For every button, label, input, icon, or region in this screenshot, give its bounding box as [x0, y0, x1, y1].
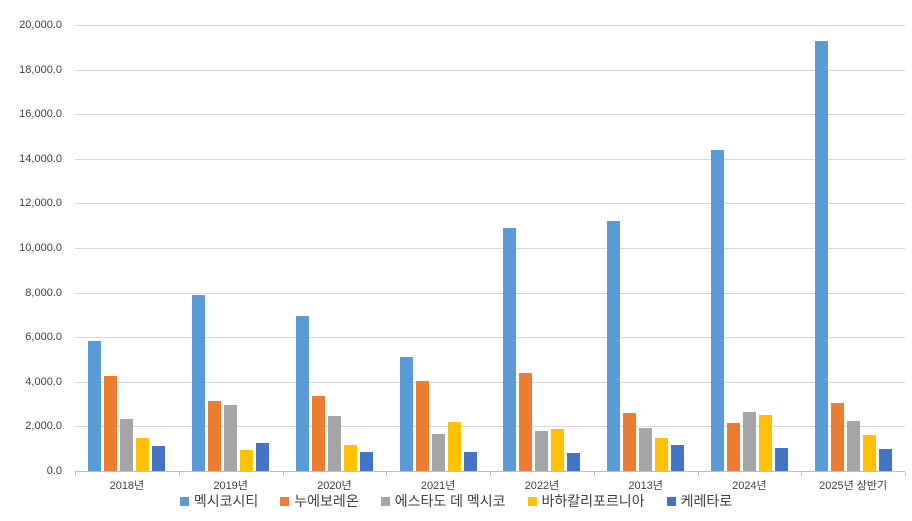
plot-area [75, 25, 906, 476]
legend-item-멕시코시티: 멕시코시티 [179, 491, 259, 511]
legend-label: 에스타도 데 멕시코 [394, 493, 506, 509]
bar-2020년-멕시코시티 [295, 316, 309, 471]
legend-item-바하칼리포르니아: 바하칼리포르니아 [527, 491, 645, 511]
y-axis-tick-label: 16,000.0 [19, 108, 62, 121]
gridline [75, 203, 905, 205]
bar-2019년-멕시코시티 [192, 294, 206, 471]
bar-2018년-에스타도 데 멕시코 [120, 418, 134, 471]
y-axis-tick-label: 6,000.0 [25, 331, 62, 344]
x-axis-category-label: 2021년 [420, 480, 456, 492]
bar-2021년-케레타로 [463, 452, 477, 471]
bar-2013년-바하칼리포르니아 [655, 437, 669, 471]
bar-2022년-누에보레온 [519, 372, 533, 471]
x-axis-category-label: 2013년 [628, 480, 663, 492]
y-axis-tick-label: 2,000.0 [25, 420, 62, 433]
x-axis-tick [75, 472, 76, 476]
bar-2020년-바하칼리포르니아 [343, 445, 357, 471]
bar-2025년 상반기-멕시코시티 [814, 40, 828, 471]
bar-2013년-케레타로 [671, 445, 685, 471]
x-axis-category-label: 2025년 상반기 [819, 480, 888, 492]
x-axis-category-label: 2019년 [213, 480, 248, 492]
bar-2024년-에스타도 데 멕시코 [742, 411, 756, 471]
x-axis-tick [178, 472, 180, 476]
bar-2021년-바하칼리포르니아 [447, 421, 461, 471]
gridline [75, 69, 905, 71]
y-axis-tick-label: 4,000.0 [25, 375, 62, 388]
x-axis-line [75, 471, 905, 472]
bar-2013년-누에보레온 [623, 413, 637, 471]
legend-item-에스타도 데 멕시코: 에스타도 데 멕시코 [380, 491, 506, 511]
gridline [75, 337, 905, 339]
bar-2022년-에스타도 데 멕시코 [535, 430, 549, 471]
bar-2018년-멕시코시티 [88, 340, 102, 471]
legend-swatch-icon [280, 496, 290, 506]
bar-2022년-멕시코시티 [503, 227, 517, 471]
bar-2013년-멕시코시티 [607, 221, 621, 471]
bar-2018년-케레타로 [152, 446, 166, 471]
legend-swatch-icon [179, 496, 189, 506]
y-axis-tick-label: 12,000.0 [19, 197, 62, 210]
bar-2021년-에스타도 데 멕시코 [431, 434, 445, 471]
y-axis-tick-label: 10,000.0 [19, 242, 62, 254]
bar-2018년-누에보레온 [104, 376, 118, 471]
x-axis-tick [905, 472, 906, 476]
bar-2013년-에스타도 데 멕시코 [639, 427, 653, 471]
legend-label: 누에보레온 [294, 493, 359, 509]
x-axis-category-label: 2018년 [109, 480, 145, 492]
bar-2024년-멕시코시티 [710, 149, 724, 471]
bar-2024년-누에보레온 [726, 423, 740, 471]
bar-2025년 상반기-에스타도 데 멕시코 [846, 420, 860, 471]
bar-2020년-케레타로 [359, 452, 373, 471]
gridline [75, 114, 905, 116]
x-axis-tick [282, 472, 284, 476]
gridline [75, 158, 905, 160]
y-axis-tick-label: 8,000.0 [25, 286, 62, 299]
legend: 멕시코시티 누에보레온 에스타도 데 멕시코 바하칼리포르니아 케레타로 [0, 491, 912, 511]
bar-2020년-에스타도 데 멕시코 [327, 416, 341, 471]
x-axis-tick [593, 472, 595, 476]
legend-item-케레타로: 케레타로 [666, 491, 733, 511]
legend-item-누에보레온: 누에보레온 [280, 491, 359, 511]
bar-2019년-에스타도 데 멕시코 [224, 405, 238, 471]
x-axis-category-label: 2022년 [524, 480, 560, 492]
bar-2019년-누에보레온 [208, 400, 222, 471]
bar-2018년-바하칼리포르니아 [136, 437, 150, 471]
x-axis-tick [697, 472, 699, 476]
bar-2022년-케레타로 [567, 453, 581, 471]
x-axis-category-label: 2024년 [732, 480, 767, 492]
y-axis-tick-label: 20,000.0 [19, 19, 62, 31]
bar-2022년-바하칼리포르니아 [551, 428, 565, 471]
y-axis-tick-label: 18,000.0 [19, 63, 62, 76]
legend-swatch-icon [527, 496, 537, 506]
legend-label: 바하칼리포르니아 [541, 493, 645, 509]
bar-2024년-바하칼리포르니아 [758, 415, 772, 471]
legend-swatch-icon [380, 496, 390, 506]
gridline [75, 248, 905, 249]
bar-2024년-케레타로 [774, 447, 788, 471]
legend-label: 케레타로 [680, 493, 733, 509]
gridline [75, 381, 905, 383]
bar-2025년 상반기-누에보레온 [830, 403, 844, 471]
gridline [75, 426, 905, 428]
bar-2019년-바하칼리포르니아 [240, 449, 254, 471]
gridline [75, 292, 905, 294]
y-axis-tick-label: 0.0 [46, 465, 62, 477]
bar-2025년 상반기-케레타로 [878, 448, 892, 471]
legend-label: 멕시코시티 [193, 493, 259, 509]
x-axis-tick [801, 472, 803, 476]
gridline [75, 25, 905, 26]
bar-2021년-멕시코시티 [399, 357, 413, 471]
y-axis-tick-label: 14,000.0 [19, 152, 62, 165]
x-axis-tick [386, 472, 388, 476]
bar-2020년-누에보레온 [311, 396, 325, 471]
bar-2021년-누에보레온 [415, 380, 429, 471]
bar-2025년 상반기-바하칼리포르니아 [862, 435, 876, 471]
legend-swatch-icon [666, 496, 676, 506]
x-axis-tick [490, 472, 491, 476]
x-axis-category-label: 2020년 [317, 480, 352, 492]
bar-2019년-케레타로 [256, 443, 270, 471]
